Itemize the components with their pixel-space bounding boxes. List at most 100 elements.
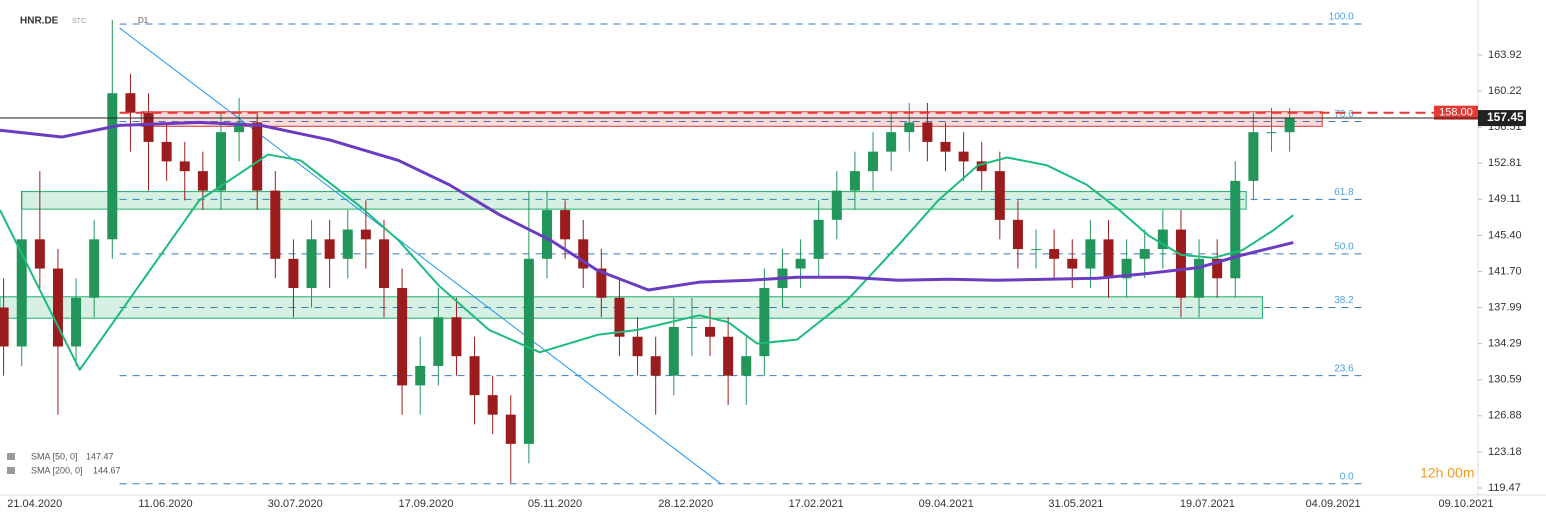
candle-body	[940, 141, 951, 152]
fib-label: 0.0	[1340, 471, 1354, 482]
y-tick-label: 130.59	[1488, 374, 1522, 386]
y-tick-label: 137.99	[1488, 302, 1522, 314]
candle-body	[179, 161, 190, 172]
candle-body	[759, 288, 770, 357]
candle-body	[723, 336, 734, 376]
candle-body	[922, 122, 933, 142]
candle-body	[813, 219, 824, 259]
fib-label: 61.8	[1334, 187, 1354, 198]
candle-body	[469, 356, 480, 396]
candle-body	[0, 307, 9, 347]
candle-body	[360, 229, 371, 240]
alert-label: 158.00	[1439, 107, 1473, 119]
fib-label: 23.6	[1334, 363, 1354, 374]
y-tick-label: 126.88	[1488, 410, 1522, 422]
x-tick-label: 30.07.2020	[268, 498, 323, 510]
candle-body	[1139, 249, 1150, 259]
zone	[21, 191, 1247, 210]
candle-body	[306, 239, 317, 289]
y-tick-label: 141.70	[1488, 265, 1522, 277]
candle-body	[288, 258, 299, 289]
candle-body	[632, 336, 643, 357]
candle-body	[1157, 229, 1168, 250]
y-tick-label: 149.11	[1488, 193, 1521, 205]
candle-body	[1248, 132, 1259, 181]
candle-body	[1103, 239, 1114, 279]
candle-body	[505, 414, 516, 444]
candle-body	[705, 326, 716, 337]
last-price-box	[1478, 110, 1526, 127]
candle-body	[234, 122, 245, 133]
candle-body	[994, 171, 1005, 220]
legend-value: 147.47	[86, 451, 114, 461]
source: STC	[72, 18, 86, 25]
alert-box	[1434, 105, 1478, 120]
candle-body	[1284, 118, 1295, 133]
fib-label: 38.2	[1334, 295, 1354, 306]
candle-body	[1266, 132, 1277, 134]
candle-body	[397, 288, 408, 386]
candle-body	[1012, 219, 1023, 250]
trendline	[119, 27, 722, 485]
y-tick-label: 119.47	[1488, 482, 1521, 494]
candle-body	[868, 151, 879, 172]
y-tick-label: 145.40	[1488, 229, 1522, 241]
candle-body	[523, 258, 534, 444]
candle-body	[831, 190, 842, 220]
y-tick-label: 152.81	[1488, 157, 1522, 169]
x-tick-label: 31.05.2021	[1048, 498, 1103, 510]
candle-body	[34, 239, 45, 269]
candle-body	[1194, 258, 1205, 298]
candle-body	[578, 239, 589, 269]
candle-body	[1085, 239, 1096, 269]
sma-line	[0, 153, 1294, 371]
candle-body	[52, 268, 63, 347]
x-tick-label: 05.11.2020	[528, 498, 582, 510]
legend-name: SMA [50, 0]	[31, 451, 78, 461]
x-tick-label: 04.09.2021	[1306, 498, 1361, 510]
candle-body	[161, 141, 172, 162]
candle-body	[560, 210, 571, 240]
candle-body	[958, 151, 969, 162]
candle-body	[378, 239, 389, 289]
y-tick-label: 134.29	[1488, 338, 1522, 350]
candle-body	[1175, 229, 1186, 298]
candle-body	[795, 258, 806, 269]
symbol: HNR.DE	[20, 16, 59, 27]
sma-line	[0, 120, 1294, 292]
candle-body	[1049, 249, 1060, 259]
fib-label: 78.6	[1334, 109, 1354, 120]
candle-body	[1121, 258, 1132, 279]
zone	[140, 111, 1323, 127]
candle-body	[1230, 180, 1241, 279]
y-tick-label: 163.92	[1488, 49, 1522, 61]
y-tick-label: 123.18	[1488, 446, 1522, 458]
candle-body	[886, 132, 897, 152]
candle-body	[614, 297, 625, 337]
y-tick-label: 160.22	[1488, 85, 1522, 97]
candle-body	[215, 132, 226, 191]
candle-body	[668, 326, 679, 376]
candle-body	[89, 239, 100, 298]
x-tick-label: 09.10.2021	[1439, 498, 1494, 510]
candle-body	[542, 210, 553, 259]
candle-body	[1067, 258, 1078, 269]
legend-icon	[7, 453, 15, 460]
candle-body	[596, 268, 607, 298]
x-tick-label: 28.12.2020	[658, 498, 713, 510]
candle-body	[143, 112, 154, 142]
timeframe: D1	[138, 16, 149, 25]
candle-body	[1031, 249, 1042, 251]
candle-body	[415, 365, 426, 386]
legend-icon	[7, 467, 15, 474]
candle-body	[849, 171, 860, 191]
candle-body	[107, 93, 118, 240]
x-tick-label: 17.09.2020	[398, 498, 453, 510]
candle-body	[433, 317, 444, 366]
x-tick-label: 19.07.2021	[1180, 498, 1235, 510]
last-price-label: 157.45	[1487, 110, 1524, 124]
candle-body	[686, 326, 697, 328]
candle-body	[976, 161, 987, 172]
candle-body	[270, 190, 281, 259]
